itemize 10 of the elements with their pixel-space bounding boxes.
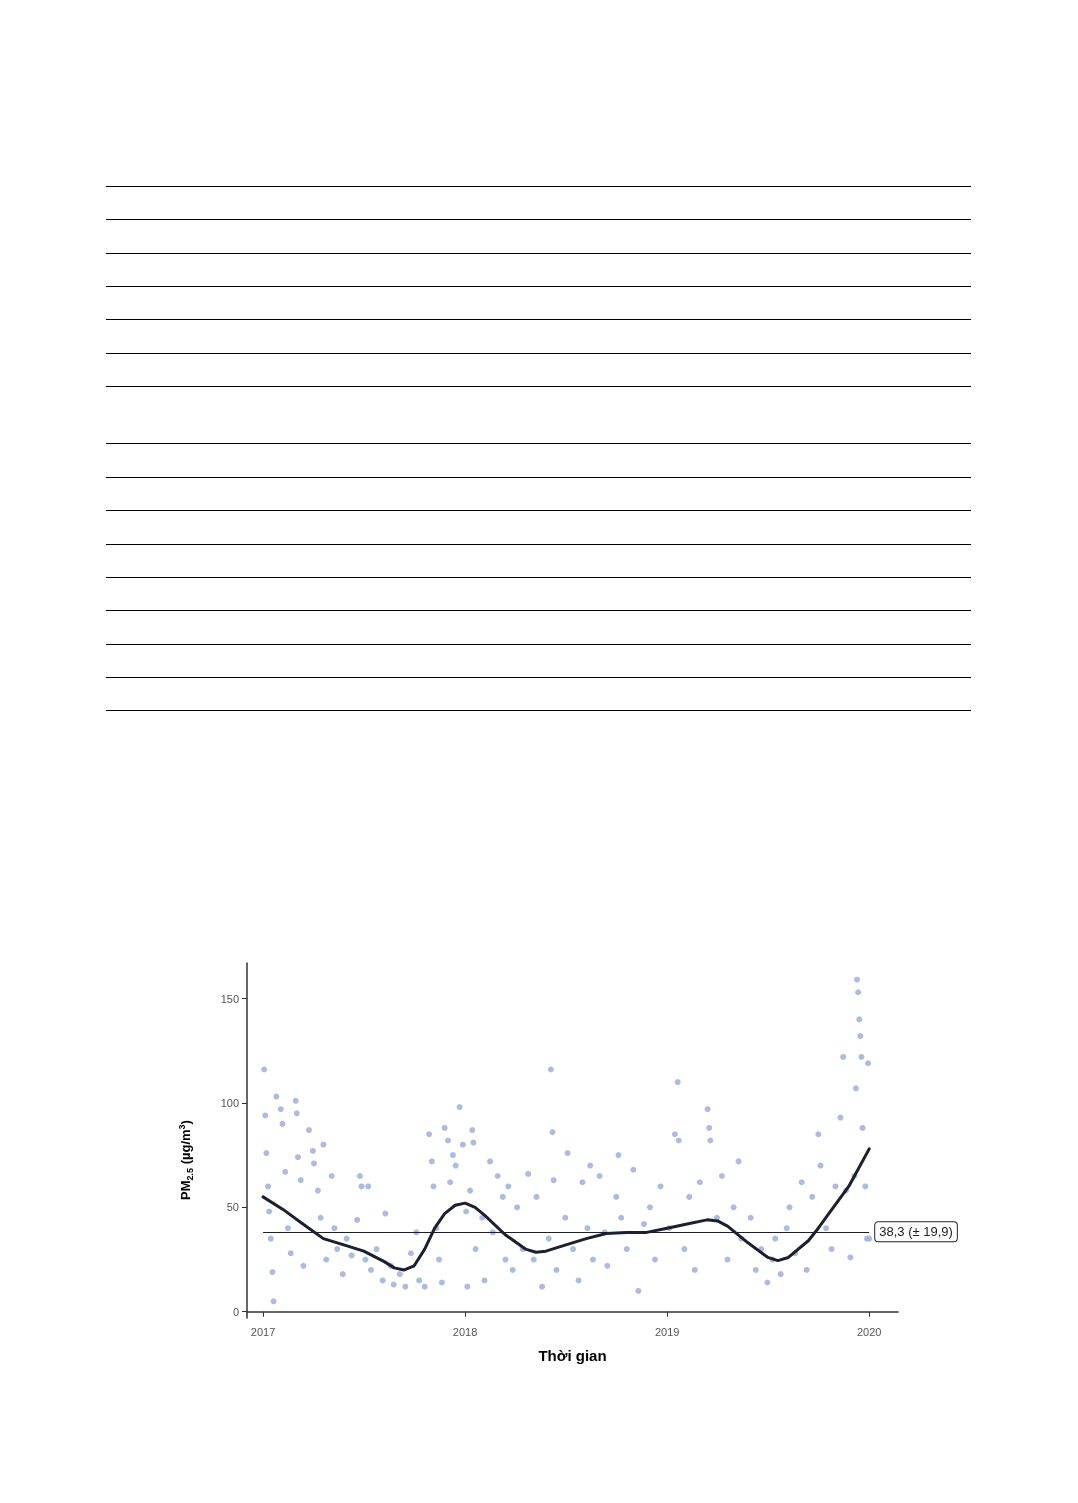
y-tick-label: 100 — [220, 1096, 239, 1109]
y-tick-label: 50 — [226, 1201, 239, 1214]
y-tick-label: 150 — [220, 992, 239, 1005]
x-tick-label: 2020 — [856, 1325, 882, 1338]
x-tick-label: 2018 — [452, 1325, 478, 1338]
x-tick-label: 2019 — [654, 1325, 680, 1338]
x-axis-title: Thời gian — [538, 1347, 607, 1364]
ref-line-label: 38,3 (± 19,9) — [879, 1224, 953, 1240]
y-tick-label: 0 — [232, 1305, 239, 1318]
x-tick-label: 2017 — [250, 1325, 276, 1338]
